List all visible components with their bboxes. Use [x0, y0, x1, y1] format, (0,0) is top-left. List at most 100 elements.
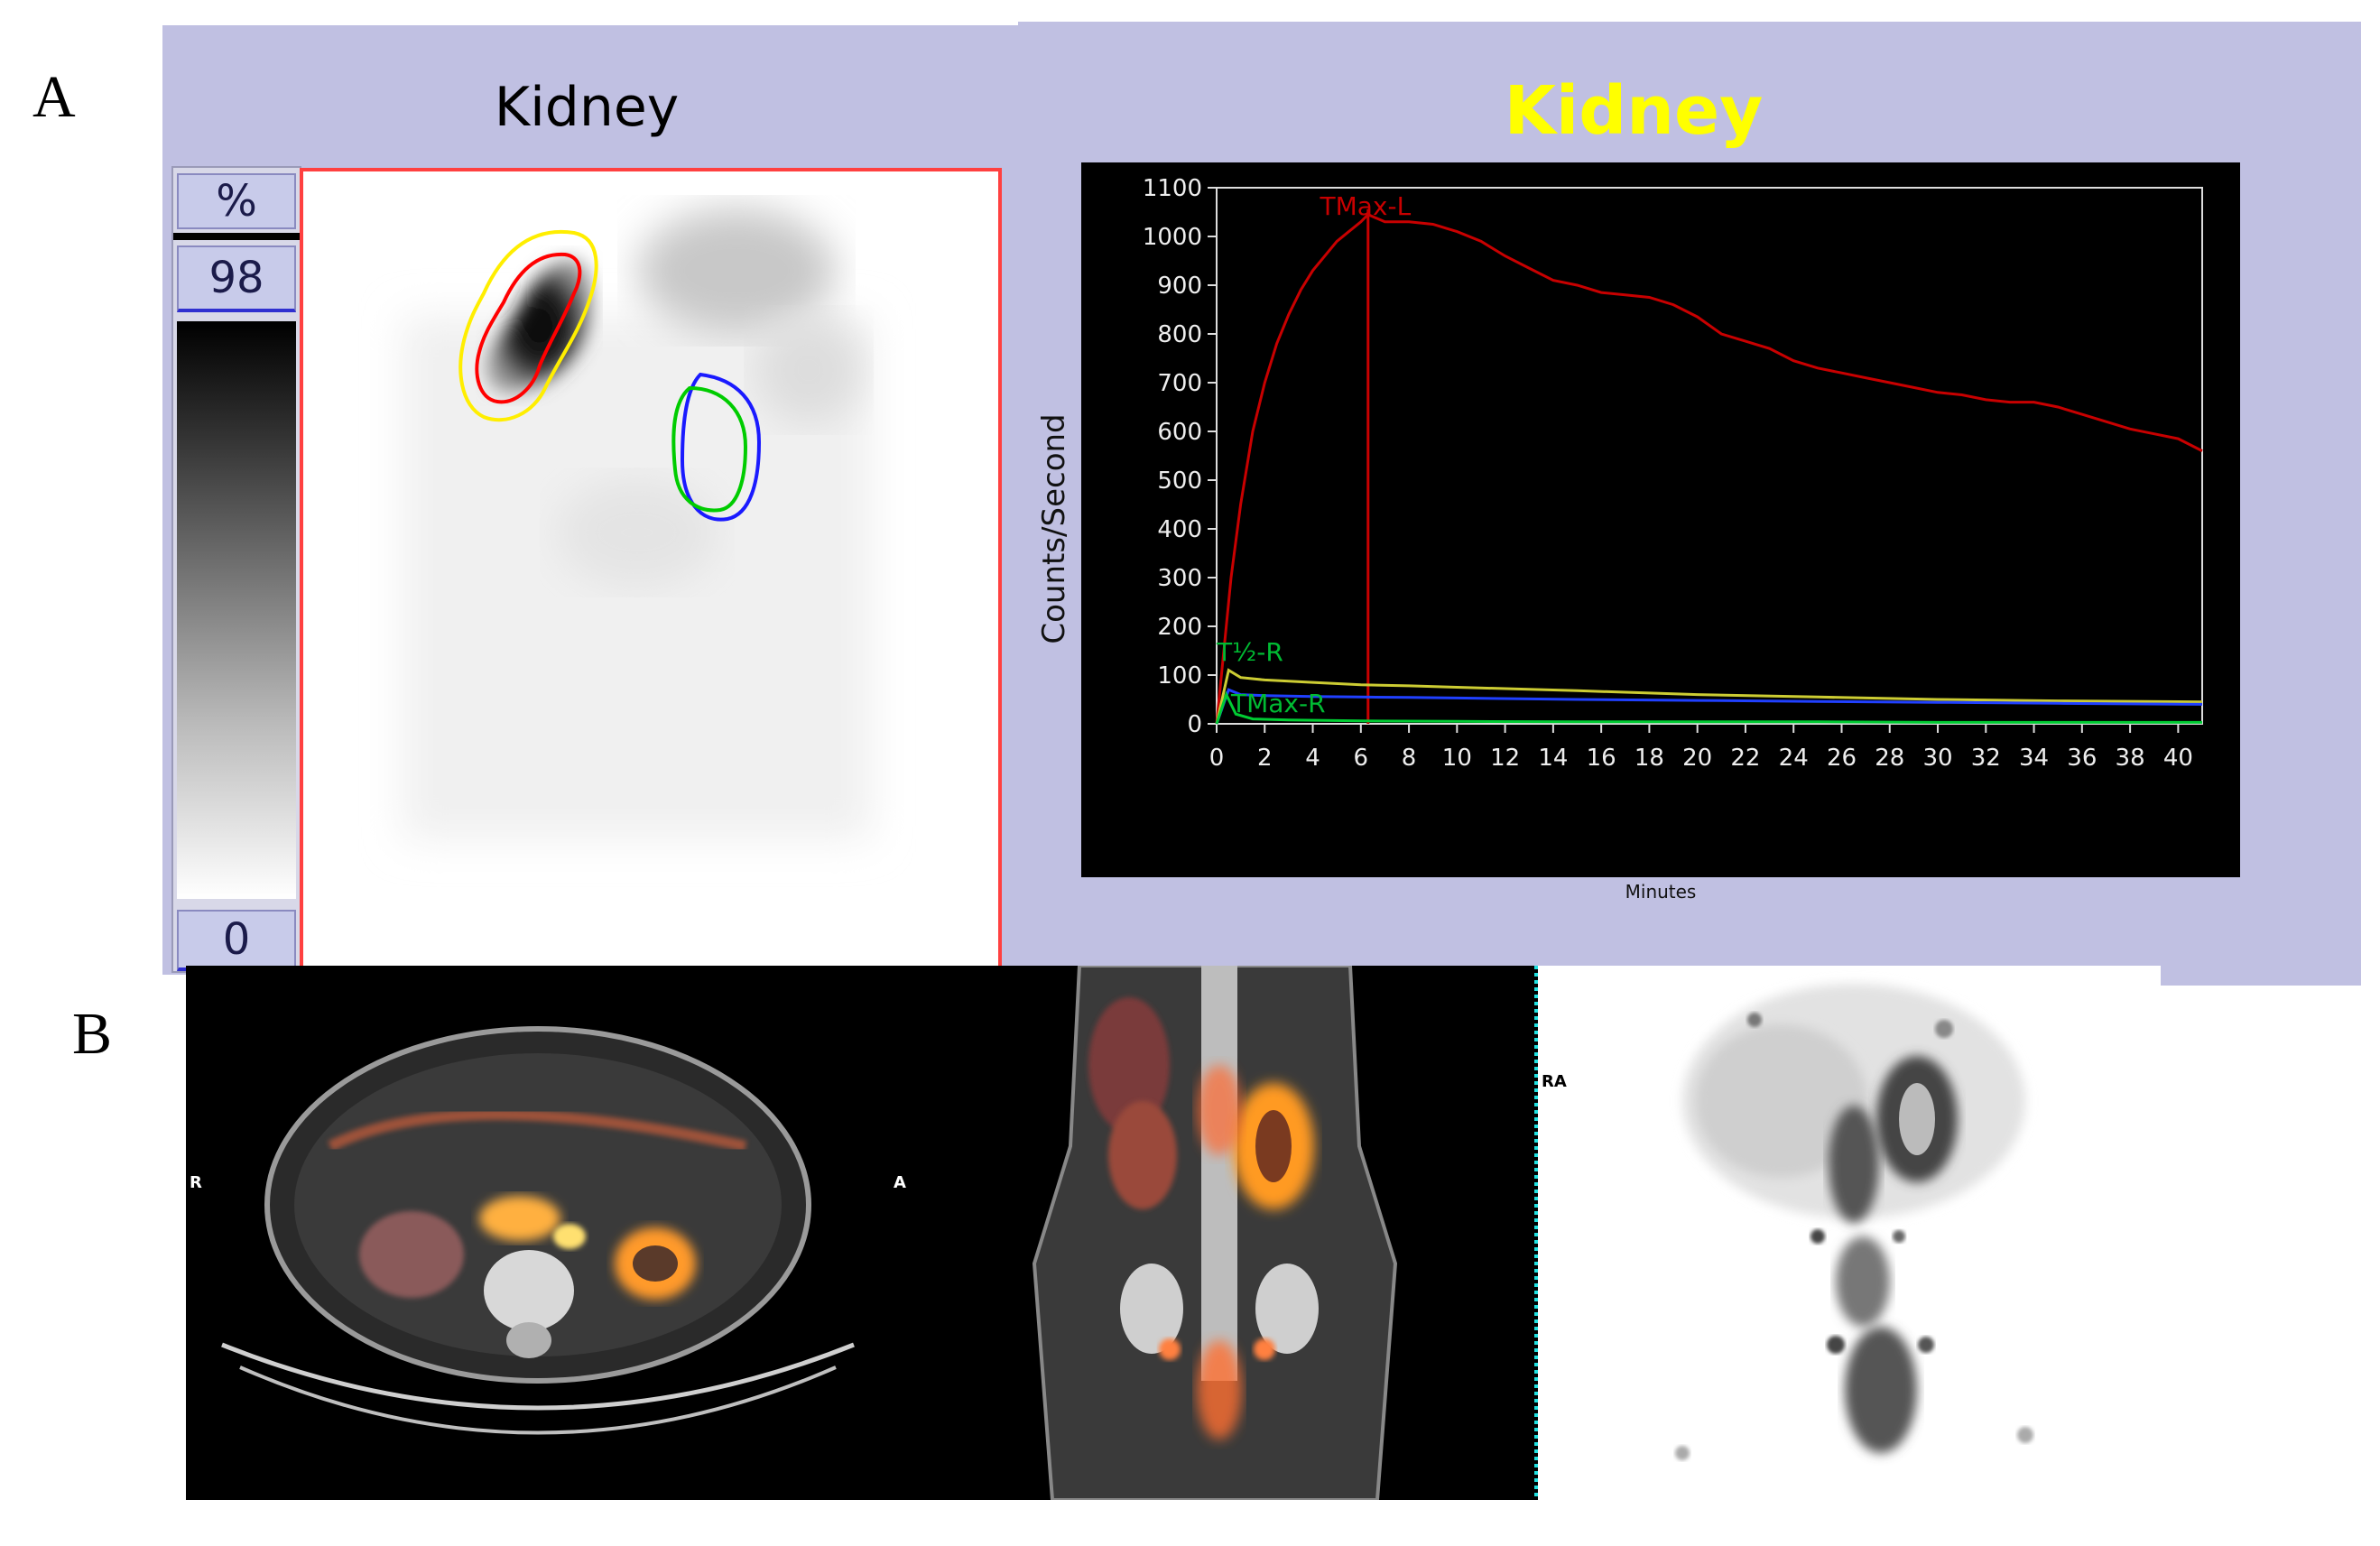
x-tick-label: 24	[1779, 745, 1809, 772]
curve-annotation: TMax-R	[1230, 689, 1326, 718]
right-kidney-ct	[359, 1211, 464, 1298]
y-tick-label: 200	[1157, 614, 1202, 641]
axial-orientation-label: R	[190, 1173, 202, 1192]
mip-focal-lesion	[1893, 1230, 1905, 1243]
x-tick-label: 34	[2019, 745, 2049, 772]
roi-right-kidney-blue	[680, 372, 762, 522]
scale-divider	[173, 233, 300, 240]
x-tick-label: 38	[2116, 745, 2145, 772]
x-tick-label: 26	[1827, 745, 1857, 772]
left-iliac	[1255, 1264, 1319, 1354]
spine-column	[1201, 966, 1237, 1381]
y-tick-label: 600	[1157, 419, 1202, 446]
y-tick-label: 400	[1157, 516, 1202, 543]
mip-focal-lesion	[1827, 1336, 1845, 1354]
roi-right-kidney-green	[671, 385, 748, 513]
x-axis-label: Minutes	[1625, 881, 1697, 903]
left-kidney-pelvis-coronal	[1255, 1110, 1292, 1182]
mip-focal-lesion	[1918, 1337, 1934, 1353]
bowel-uptake	[328, 1109, 747, 1152]
x-tick-label: 16	[1587, 745, 1616, 772]
y-tick-label: 1100	[1143, 175, 1202, 202]
renal-scan-svg	[403, 208, 872, 839]
coronal-pet-ct: A	[890, 964, 1538, 1502]
pelvic-uptake	[1197, 1340, 1242, 1440]
left-pelvic-node	[1254, 1338, 1275, 1360]
series-line-2	[1215, 688, 2203, 725]
plot-frame	[1216, 187, 2203, 725]
x-tick-label: 12	[1490, 745, 1520, 772]
liver-activity	[637, 208, 836, 334]
mip-focal-lesion	[1675, 1446, 1690, 1460]
x-tick-label: 32	[1971, 745, 2001, 772]
x-tick-label: 22	[1730, 745, 1760, 772]
mip-pelvic-nodes	[1836, 1236, 1890, 1327]
right-view-title: Kidney	[1504, 72, 1764, 150]
mip-focal-lesion	[1935, 1020, 1953, 1038]
panel-label-b: B	[72, 1001, 113, 1067]
para-aortic-uptake-coronal	[1197, 1065, 1242, 1155]
left-kidney-uptake	[486, 258, 592, 393]
left-view-title: Kidney	[494, 76, 680, 139]
renal-scan-image	[300, 168, 1002, 978]
spinal-process	[506, 1322, 551, 1358]
intensity-scale: % 98 0	[171, 166, 301, 973]
series-line-3	[1215, 690, 2202, 725]
ct-table-curve-2	[239, 1365, 837, 1435]
scale-unit: %	[177, 173, 296, 229]
vertebral-body	[484, 1250, 574, 1331]
panel-label-a: A	[32, 64, 76, 130]
mip-focal-lesion	[1747, 1013, 1762, 1027]
curve-annotation: TMax-L	[1320, 191, 1412, 221]
series-line-0	[1215, 212, 2203, 725]
roi-left-kidney-red	[475, 252, 582, 404]
x-tick-label: 0	[1209, 745, 1225, 772]
right-kidney-region	[556, 478, 718, 587]
pet-mip-svg	[1675, 984, 2033, 1460]
y-tick-label: 300	[1157, 565, 1202, 592]
gray-gradient-bar	[177, 321, 296, 899]
y-tick-label: 100	[1157, 662, 1202, 690]
roi-left-kidney-yellow	[458, 230, 598, 422]
x-tick-label: 6	[1354, 745, 1369, 772]
ct-table-curve-1	[221, 1342, 855, 1411]
mip-focal-lesion	[1810, 1229, 1825, 1244]
pet-mip-view: RA	[1538, 966, 2161, 1500]
mip-left-kidney-pelvis	[1899, 1083, 1935, 1155]
nodal-uptake	[553, 1224, 586, 1249]
y-tick-label: 1000	[1143, 224, 1202, 251]
coronal-orientation-label: A	[894, 1173, 906, 1192]
y-tick-label: 700	[1157, 370, 1202, 397]
axial-pet-ct: R	[186, 966, 890, 1500]
mip-orientation-label: RA	[1542, 1072, 1567, 1091]
liver-coronal	[1088, 997, 1170, 1133]
x-tick-label: 14	[1538, 745, 1568, 772]
scale-min: 0	[177, 910, 296, 971]
x-tick-label: 40	[2163, 745, 2193, 772]
para-aortic-uptake	[479, 1196, 560, 1241]
scale-max: 98	[177, 245, 296, 312]
y-tick-label: 900	[1157, 273, 1202, 300]
x-tick-label: 10	[1442, 745, 1472, 772]
view-divider	[1534, 966, 1538, 1500]
x-tick-label: 8	[1402, 745, 1417, 772]
spleen-activity	[755, 316, 863, 424]
renogram-chart: 0 100 200 300 400 500 600 700 800 900 1000 1100 0 2 4 6…	[1081, 162, 2240, 877]
x-tick-label: 2	[1257, 745, 1273, 772]
y-tick-label: 800	[1157, 321, 1202, 348]
mip-bladder-region	[1845, 1327, 1917, 1453]
right-pelvic-node	[1159, 1338, 1181, 1360]
left-kidney-pelvis	[633, 1245, 678, 1282]
coronal-pet-ct-svg	[1032, 964, 1398, 1502]
axial-pet-ct-svg	[221, 1026, 855, 1435]
x-tick-label: 30	[1922, 745, 1952, 772]
right-iliac	[1120, 1264, 1183, 1354]
y-axis-label: Counts/Second	[1036, 413, 1072, 644]
right-kidney-coronal	[1108, 1101, 1177, 1209]
series-line-1	[1215, 668, 2203, 725]
x-tick-label: 20	[1682, 745, 1712, 772]
x-tick-label: 4	[1305, 745, 1320, 772]
x-tick-label: 28	[1875, 745, 1904, 772]
x-tick-label: 18	[1635, 745, 1664, 772]
curve-annotation: T½-R	[1216, 637, 1283, 667]
